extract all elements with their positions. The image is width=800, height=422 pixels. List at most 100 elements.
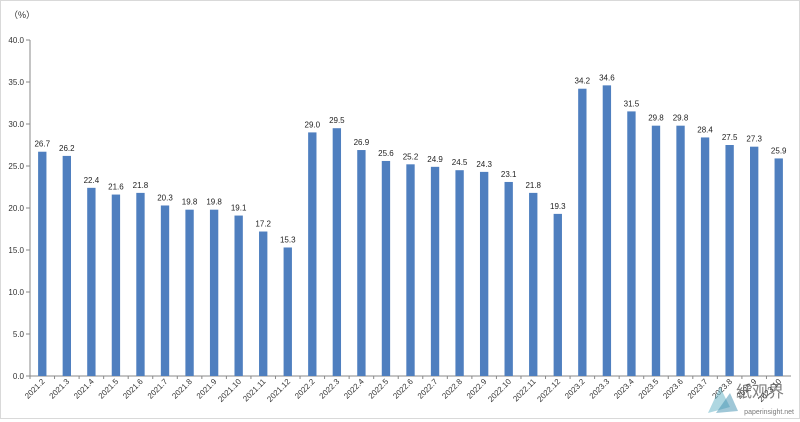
x-tick-label: 2023.5: [637, 377, 661, 401]
y-tick-label: 15.0: [8, 246, 24, 255]
x-tick-label: 2021.8: [170, 377, 194, 401]
bar: [87, 187, 96, 376]
data-label: 17.2: [255, 220, 271, 229]
x-tick-label: 2022.8: [440, 377, 464, 401]
svg-text:纸观界: 纸观界: [736, 382, 784, 401]
x-tick-label: 2021.5: [97, 377, 121, 401]
data-label: 25.6: [378, 149, 394, 158]
bar: [259, 231, 268, 376]
bar: [700, 137, 710, 376]
y-tick-label: 25.0: [8, 162, 24, 171]
x-tick-label: 2023.2: [563, 377, 587, 401]
bar: [209, 209, 219, 376]
data-label: 21.8: [133, 181, 149, 190]
bar: [234, 215, 243, 376]
data-label: 15.3: [280, 235, 296, 244]
bar: [627, 111, 636, 377]
data-label: 27.3: [746, 135, 762, 144]
x-tick-label: 2021.7: [146, 377, 170, 401]
data-label: 21.6: [108, 183, 124, 192]
data-label: 27.5: [722, 133, 738, 142]
bar: [160, 205, 170, 376]
bar: [62, 155, 71, 376]
data-label: 26.9: [354, 138, 370, 147]
x-tick-label: 2022.2: [293, 377, 317, 401]
x-tick-label: 2021.2: [23, 377, 47, 401]
data-label: 19.8: [182, 198, 198, 207]
bar: [676, 125, 685, 377]
data-label: 24.3: [476, 160, 492, 169]
data-label: 26.7: [34, 140, 50, 149]
data-label: 19.8: [206, 198, 222, 207]
x-tick-label: 2021.4: [72, 377, 96, 401]
paperinsight-logo-icon: 纸观界: [708, 382, 784, 413]
data-label: 29.0: [305, 120, 321, 129]
bar: [308, 132, 317, 376]
bar: [381, 160, 391, 376]
data-label: 29.8: [648, 114, 664, 123]
data-label: 24.5: [452, 158, 468, 167]
y-tick-label: 0.0: [13, 372, 25, 381]
data-label: 21.8: [525, 181, 541, 190]
bar: [725, 145, 734, 376]
x-tick-label: 2021.11: [241, 377, 268, 404]
bar: [332, 128, 342, 376]
bar: [455, 170, 464, 376]
bar: [774, 158, 783, 376]
x-tick-label: 2022.7: [416, 377, 440, 401]
watermark-url: paperinsight.net: [744, 409, 794, 416]
data-label: 29.5: [329, 116, 345, 125]
bar: [136, 192, 145, 376]
x-tick-label: 2022.12: [535, 377, 562, 404]
y-tick-label: 30.0: [8, 120, 24, 129]
bar: [406, 164, 415, 376]
bar: [553, 213, 562, 376]
bar: [430, 166, 440, 376]
x-tick-label: 2022.6: [391, 377, 415, 401]
bar: [38, 151, 47, 376]
bar: [602, 85, 612, 377]
x-tick-label: 2022.4: [342, 377, 366, 401]
x-tick-label: 2022.5: [367, 377, 391, 401]
data-label: 31.5: [624, 99, 640, 108]
bar: [504, 181, 513, 376]
bar: [283, 247, 292, 376]
y-tick-label: 10.0: [8, 288, 24, 297]
y-tick-label: 20.0: [8, 204, 24, 213]
data-label: 28.4: [697, 125, 713, 134]
data-label: 34.6: [599, 73, 615, 82]
x-tick-label: 2022.3: [318, 377, 342, 401]
data-label: 34.2: [575, 77, 591, 86]
watermark-logo: 纸观界: [700, 373, 796, 417]
bar: [185, 209, 194, 376]
data-label: 19.3: [550, 202, 566, 211]
data-label: 25.9: [771, 146, 787, 155]
x-tick-label: 2023.4: [612, 377, 636, 401]
x-tick-label: 2021.6: [121, 377, 145, 401]
data-label: 23.1: [501, 170, 517, 179]
data-label: 22.4: [84, 176, 100, 185]
bar: [529, 192, 538, 376]
bar: [357, 150, 366, 376]
data-label: 24.9: [427, 155, 443, 164]
bar: [578, 88, 587, 376]
x-tick-label: 2023.3: [588, 377, 612, 401]
x-tick-label: 2022.10: [486, 377, 513, 404]
data-label: 25.2: [403, 152, 419, 161]
y-tick-label: 35.0: [8, 78, 24, 87]
data-label: 19.1: [231, 204, 247, 213]
x-tick-label: 2021.10: [216, 377, 243, 404]
x-tick-label: 2021.3: [48, 377, 72, 401]
data-label: 29.8: [673, 114, 689, 123]
x-tick-label: 2021.12: [265, 377, 292, 404]
bar: [111, 194, 121, 376]
y-tick-label: 5.0: [13, 330, 25, 339]
x-tick-label: 2023.6: [661, 377, 685, 401]
x-tick-label: 2022.11: [511, 377, 538, 404]
y-tick-label: 40.0: [8, 36, 24, 45]
bar: [750, 146, 759, 376]
y-axis-unit-label: （%）: [9, 10, 35, 20]
bar: [479, 171, 489, 376]
